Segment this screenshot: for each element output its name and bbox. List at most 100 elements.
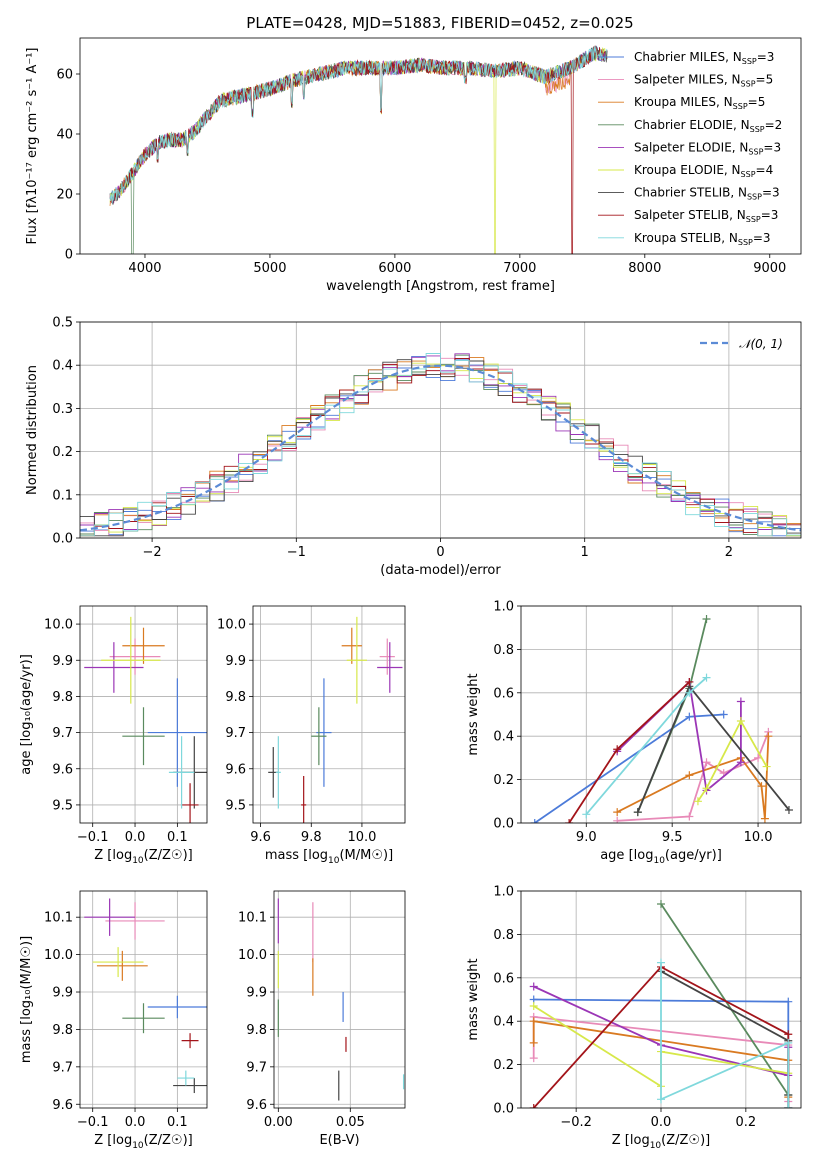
y-tick-label: 9.9 <box>52 986 73 1001</box>
weight-point-marker <box>685 712 694 721</box>
y-tick-label: 9.6 <box>225 762 246 777</box>
y-tick-label: 9.7 <box>246 1060 267 1075</box>
x-tick-label: 0.1 <box>167 830 188 845</box>
x-tick-label: 0.0 <box>651 1115 672 1130</box>
x-tick-label: −2 <box>143 545 162 560</box>
legend-entry-text: Kroupa ELODIE, N <box>634 163 741 177</box>
x-tick-label: 9000 <box>753 261 786 276</box>
panel-mass-vs-Z: −0.1 0.0 0.1 9.6 9.7 9.8 9.9 10.0 10.1 Z [log10(Z… <box>19 890 208 1151</box>
legend-entry-sub: SSP <box>741 80 756 89</box>
y-tick-label: 10.0 <box>44 948 73 963</box>
weight-series-line <box>660 962 790 1108</box>
y-tick-label: 9.9 <box>52 654 73 669</box>
legend-entry-text: Chabrier ELODIE, N <box>634 118 750 132</box>
y-tick-label: 40 <box>56 128 73 143</box>
panel-residuals: −2 −1 0 1 2 0.0 0.1 0.2 0.3 0.4 0.5 (data-model)/er… <box>25 316 802 578</box>
x-tick-label: −0.1 <box>77 830 109 845</box>
weight-point-marker <box>657 958 665 967</box>
x-tick-label: 10.0 <box>347 830 376 845</box>
x-axis-label-part: (Z/Z☉)] <box>661 1133 710 1148</box>
y-tick-label: 9.6 <box>52 762 73 777</box>
weight-point-marker <box>685 771 694 780</box>
x-tick-label: 0.1 <box>167 1115 188 1130</box>
legend-entry: Salpeter STELIB, NSSP=3 <box>634 208 778 224</box>
weight-point-marker <box>784 997 793 1006</box>
y-tick-label: 0.4 <box>52 359 73 374</box>
legend-entry-text: Chabrier MILES, N <box>634 50 742 64</box>
legend-entry-text: =3 <box>762 186 780 200</box>
axes-frame <box>79 605 208 824</box>
y-tick-label: 9.7 <box>225 726 246 741</box>
histogram-series-step <box>80 355 801 537</box>
y-tick-label: 1.0 <box>493 600 514 615</box>
x-axis-label-part: (Z/Z☉)] <box>144 848 193 863</box>
x-axis-label: E(B-V) <box>319 1133 359 1148</box>
weight-point-marker <box>784 1030 793 1039</box>
legend-entry-text: =2 <box>765 118 783 132</box>
weight-point-marker <box>719 710 728 719</box>
weight-point-marker <box>529 1017 538 1026</box>
legend-entry-text: =3 <box>763 140 781 154</box>
legend-entry-text: Kroupa MILES, N <box>634 95 733 109</box>
y-tick-label: 10.1 <box>44 911 73 926</box>
x-axis-label-part: Z [log <box>94 848 132 863</box>
x-tick-label: 8000 <box>628 261 661 276</box>
y-axis-label: Flux [fλ10⁻¹⁷ erg cm⁻² s⁻¹ A⁻¹] <box>25 48 40 245</box>
x-axis-label-part: Z [log <box>612 1133 650 1148</box>
spectrum-series-line <box>109 45 608 204</box>
y-tick-label: 9.9 <box>225 654 246 669</box>
weight-point-marker <box>784 805 793 814</box>
x-tick-label: 9.5 <box>662 830 683 845</box>
weight-point-marker <box>685 688 694 697</box>
axes-frame <box>252 605 406 824</box>
axes-frame <box>79 890 208 1109</box>
x-tick-label: 9.8 <box>301 830 322 845</box>
legend-entry-sub: SSP <box>748 147 763 156</box>
panel-spectrum: 4000 5000 6000 7000 8000 9000 0 20 40 60 wavelengt… <box>25 37 802 294</box>
y-axis-label: age [log₁₀(age/yr)] <box>19 654 34 775</box>
weight-point-marker <box>764 732 773 741</box>
weight-point-marker <box>736 697 745 706</box>
x-axis-label: Z [log10(Z/Z☉)] <box>94 1133 192 1151</box>
weight-point-marker <box>529 1104 538 1108</box>
x-axis-label: mass [log10(M/M☉)] <box>265 848 393 866</box>
x-axis-label-sub: 10 <box>650 1141 662 1151</box>
y-axis-label: mass weight <box>466 673 481 755</box>
y-tick-label: 0 <box>65 248 73 263</box>
axes-frame <box>520 605 802 824</box>
x-tick-label: 5000 <box>253 261 286 276</box>
y-tick-label: 9.6 <box>246 1098 267 1113</box>
x-tick-label: −1 <box>287 545 306 560</box>
legend-entry: Chabrier MILES, NSSP=3 <box>634 50 774 66</box>
legend-entry-sub: SSP <box>742 57 757 66</box>
weight-point-marker <box>702 615 711 624</box>
y-tick-label: 0.4 <box>493 730 514 745</box>
y-tick-label: 1.0 <box>493 885 514 900</box>
panel-weight-vs-Z: −0.2 0.0 0.2 0.0 0.2 0.4 0.6 0.8 1.0 Z [log10(Z/Z… <box>466 885 802 1151</box>
legend-entry-text: Salpeter MILES, N <box>634 73 741 87</box>
y-tick-label: 10.0 <box>238 948 267 963</box>
x-tick-label: 0.0 <box>125 1115 146 1130</box>
x-axis-label-sub: 10 <box>653 856 665 866</box>
y-axis-label: mass weight <box>466 958 481 1040</box>
x-axis-label: Z [log10(Z/Z☉)] <box>94 848 192 866</box>
x-tick-label: 0.2 <box>736 1115 757 1130</box>
y-tick-label: 10.0 <box>44 618 73 633</box>
spectrum-series-line <box>109 58 580 204</box>
y-tick-label: 0.0 <box>493 817 514 832</box>
weight-point-marker <box>685 812 694 821</box>
weight-point-marker <box>565 819 574 823</box>
x-axis-label: Z [log10(Z/Z☉)] <box>612 1133 710 1151</box>
legend-entry-text: =3 <box>761 208 779 222</box>
histogram-series-step <box>80 353 801 537</box>
legend-entry-sub: SSP <box>750 125 765 134</box>
x-axis-label: (data-model)/error <box>380 563 501 578</box>
weight-point-marker <box>693 797 702 806</box>
weight-point-marker <box>529 1002 538 1011</box>
x-tick-label: 0.05 <box>336 1115 365 1130</box>
legend-entry-sub: SSP <box>747 193 762 202</box>
weight-point-marker <box>529 982 538 991</box>
x-axis-label-part: (age/yr)] <box>665 848 722 863</box>
y-tick-label: 0.0 <box>493 1102 514 1117</box>
